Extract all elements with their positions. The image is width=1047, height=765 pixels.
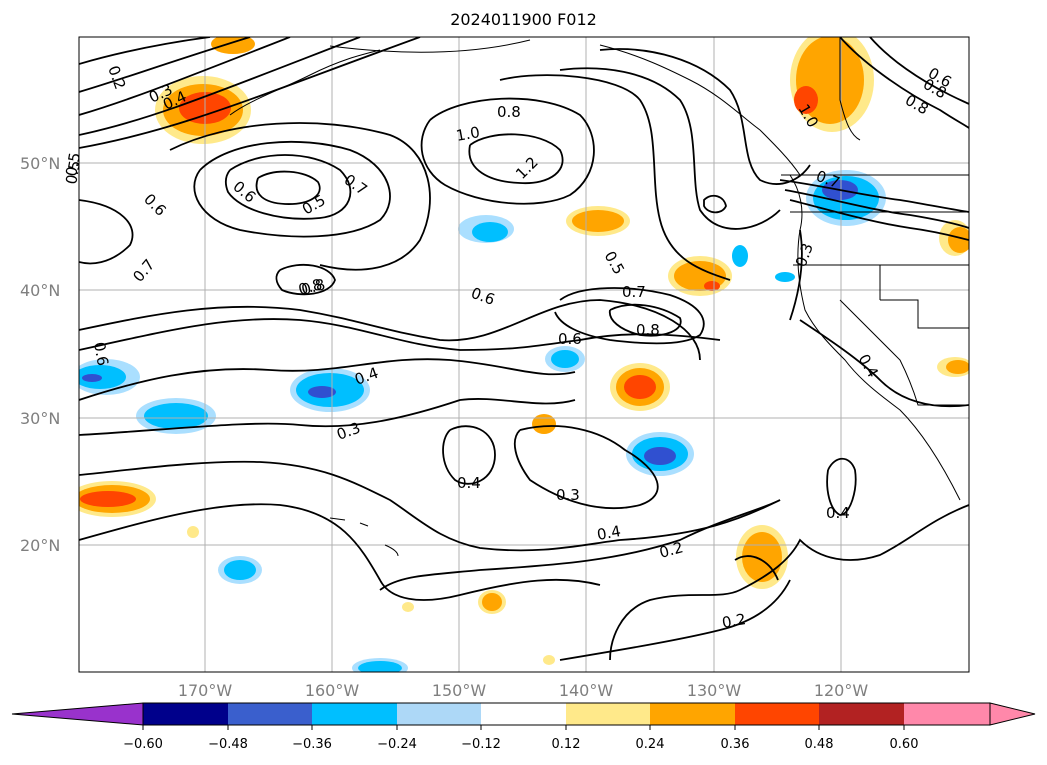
contour-label: 0.2 <box>657 538 685 562</box>
contour-label: 0.6 <box>229 177 259 206</box>
colorbar-tick-label: −0.36 <box>292 737 332 752</box>
contour-label: 0.5 <box>62 151 84 178</box>
anomaly-positive <box>532 414 556 434</box>
contour-label: 0.8 <box>299 275 327 299</box>
longitude-labels: 170°W 160°W 150°W 140°W 130°W 120°W <box>178 681 869 700</box>
lat-label-20n: 20°N <box>20 536 60 555</box>
anomaly-positive <box>624 375 656 399</box>
contour-label: 0.2 <box>721 610 748 632</box>
colorbar-tick-label: −0.12 <box>461 737 501 752</box>
colorbar-ticks <box>142 725 905 730</box>
contour-label: 0.7 <box>129 256 158 286</box>
anomaly-negative <box>732 245 748 267</box>
anomaly-negative <box>82 374 102 382</box>
anomaly-positive <box>704 281 720 291</box>
anomaly-negative <box>144 403 208 429</box>
colorbar-segment <box>397 703 481 725</box>
colorbar: −0.60 −0.48 −0.36 −0.24 −0.12 0.12 0.24 … <box>11 702 1036 752</box>
contour-label: 0.6 <box>469 284 498 309</box>
colorbar-tick-label: 0.12 <box>552 737 581 752</box>
latitude-labels: 50°N 40°N 30°N 20°N <box>20 154 60 555</box>
colorbar-segment <box>143 703 228 725</box>
contour-label: 0.6 <box>140 190 170 220</box>
contour-label: 0.4 <box>457 474 481 492</box>
lat-label-40n: 40°N <box>20 281 60 300</box>
contour-lines <box>79 37 969 661</box>
lat-label-30n: 30°N <box>20 409 60 428</box>
colorbar-segment <box>566 703 650 725</box>
lon-label-170w: 170°W <box>178 681 233 700</box>
contour-label-layer: 0.3 0.4 0.2 0.5 0.6 0.7 0.8 1.0 1.2 0.8 … <box>62 63 954 632</box>
anomaly-positive <box>80 491 136 507</box>
contour-label: 1.2 <box>512 153 542 183</box>
map-plot <box>79 37 969 672</box>
colorbar-segment <box>650 703 735 725</box>
anomaly-positive <box>794 86 818 114</box>
colorbar-tick-label: −0.60 <box>123 737 163 752</box>
colorbar-tick-label: −0.24 <box>377 737 417 752</box>
contour-label: 1.0 <box>455 123 482 145</box>
map-frame <box>78 36 970 673</box>
anomaly-negative <box>308 386 336 398</box>
contour-label: 0.5 <box>299 191 329 219</box>
anomaly-negative <box>79 365 126 389</box>
anomaly-negative <box>224 560 256 580</box>
contour-label: 0.6 <box>558 330 582 348</box>
anomaly-negative <box>472 222 508 242</box>
coastlines <box>229 37 969 557</box>
contour-label: 0.3 <box>334 419 363 444</box>
lon-label-160w: 160°W <box>305 681 360 700</box>
anomaly-positive <box>482 593 502 611</box>
contour-label: 0.7 <box>622 283 646 301</box>
contour-label: 0.8 <box>497 103 521 121</box>
contour-label: 0.2 <box>104 63 129 92</box>
colorbar-extend-min <box>11 702 144 726</box>
colorbar-segment <box>735 703 819 725</box>
contour-label: 0.6 <box>90 341 112 368</box>
lon-label-150w: 150°W <box>432 681 487 700</box>
contour-label: 0.8 <box>636 321 660 339</box>
colorbar-segment <box>904 703 990 725</box>
anomaly-negative <box>358 661 402 672</box>
contour-label: 0.4 <box>596 522 623 544</box>
colorbar-tick-label: 0.48 <box>805 737 834 752</box>
colorbar-segment <box>819 703 904 725</box>
graticule <box>79 37 969 672</box>
contour-label: 0.4 <box>352 364 381 389</box>
contour-label: 0.8 <box>902 91 932 119</box>
map-title: 2024011900 F012 <box>450 10 597 29</box>
contour-label: 0.4 <box>826 504 850 522</box>
anomaly-positive <box>187 526 199 538</box>
colorbar-tick-label: 0.36 <box>721 737 750 752</box>
colorbar-tick-label: 0.24 <box>636 737 665 752</box>
anomaly-positive <box>946 360 969 374</box>
anomaly-negative <box>775 272 795 282</box>
lon-label-140w: 140°W <box>559 681 614 700</box>
anomaly-positive <box>211 37 255 54</box>
anomaly-positive <box>543 655 555 665</box>
anomaly-fill-layer <box>79 37 969 672</box>
contour-label: 0.5 <box>62 159 84 186</box>
anomaly-positive <box>948 227 969 253</box>
lon-label-120w: 120°W <box>814 681 869 700</box>
colorbar-tick-label: −0.48 <box>208 737 248 752</box>
colorbar-extend-max <box>989 702 1036 726</box>
anomaly-positive <box>572 210 624 232</box>
anomaly-negative <box>551 350 579 368</box>
anomaly-negative <box>644 447 676 465</box>
colorbar-segment <box>481 703 566 725</box>
contour-label: 0.8 <box>296 275 324 299</box>
contour-label: 0.5 <box>601 248 629 278</box>
lon-label-130w: 130°W <box>687 681 742 700</box>
colorbar-segment <box>312 703 397 725</box>
colorbar-segment <box>228 703 312 725</box>
contour-label: 0.3 <box>556 486 580 504</box>
colorbar-tick-label: 0.60 <box>890 737 919 752</box>
lat-label-50n: 50°N <box>20 154 60 173</box>
anomaly-positive <box>402 602 414 612</box>
